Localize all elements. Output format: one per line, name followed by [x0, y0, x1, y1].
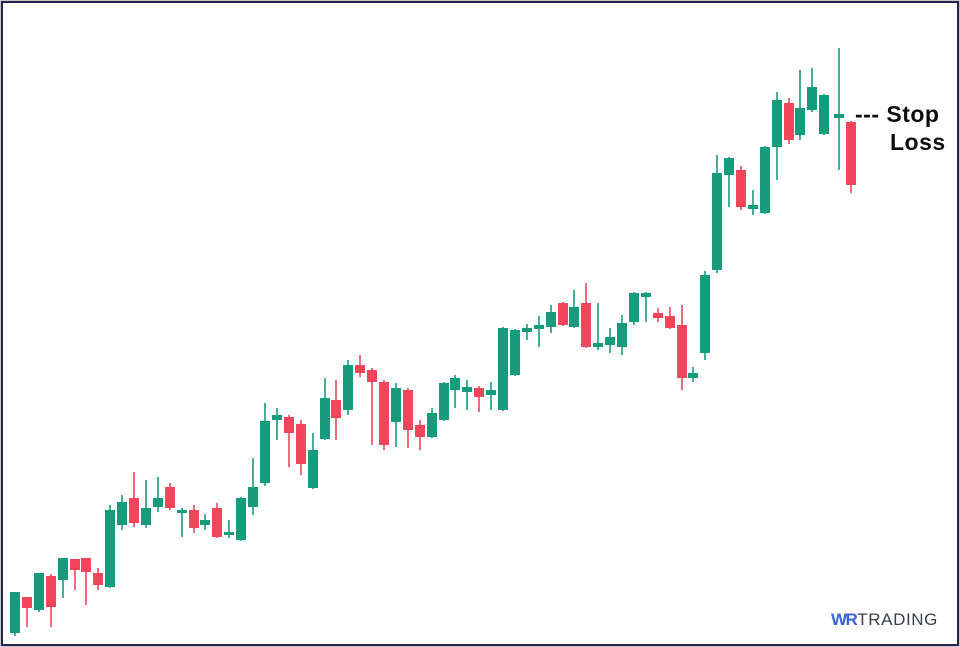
candle-37 [439, 382, 449, 421]
candle-48 [569, 290, 579, 328]
candle-71 [846, 121, 856, 193]
candle-8 [93, 568, 103, 590]
candle-7 [81, 558, 91, 605]
candle-31 [367, 368, 377, 445]
candle-1 [10, 592, 20, 636]
candle-11 [129, 472, 139, 527]
candle-3 [34, 573, 44, 612]
candle-18 [212, 503, 222, 538]
candle-28 [331, 380, 341, 440]
candle-40 [474, 386, 484, 412]
candle-5 [58, 558, 68, 598]
candle-53 [629, 292, 639, 325]
candle-35 [415, 420, 425, 450]
candle-33 [391, 383, 401, 447]
candle-47 [558, 302, 568, 326]
candle-59 [700, 271, 710, 360]
candle-42 [498, 327, 508, 411]
candle-51 [605, 328, 615, 353]
candle-62 [736, 166, 746, 210]
candle-26 [308, 433, 318, 489]
candle-15 [177, 508, 187, 537]
candle-57 [677, 305, 687, 390]
candle-44 [522, 324, 532, 340]
candle-24 [284, 415, 294, 467]
candle-32 [379, 380, 389, 450]
stop-loss-label-line1: --- Stop [855, 101, 940, 127]
candle-10 [117, 495, 127, 530]
candle-6 [70, 559, 80, 590]
candle-23 [272, 408, 282, 440]
candle-34 [403, 388, 413, 448]
wr-trading-logo: WRTRADING [831, 610, 938, 630]
candle-12 [141, 480, 151, 528]
candle-21 [248, 458, 258, 515]
candle-39 [462, 380, 472, 410]
candle-36 [427, 408, 437, 438]
candle-49 [581, 283, 591, 348]
candle-22 [260, 403, 270, 486]
candle-70 [834, 48, 844, 170]
candle-56 [665, 307, 675, 329]
candle-68 [807, 68, 817, 112]
candle-43 [510, 329, 520, 376]
candle-55 [653, 308, 663, 322]
candle-41 [486, 382, 496, 410]
candle-63 [748, 190, 758, 215]
stop-loss-label-line2: Loss [890, 129, 946, 155]
candle-2 [22, 597, 32, 627]
candle-45 [534, 316, 544, 347]
candle-25 [296, 420, 306, 475]
candle-9 [105, 505, 115, 588]
candle-50 [593, 303, 603, 350]
candle-4 [46, 574, 56, 627]
logo-trading-text: TRADING [857, 610, 938, 629]
candle-58 [688, 367, 698, 382]
candle-67 [795, 70, 805, 140]
candle-46 [546, 305, 556, 333]
logo-wr-monogram: WR [830, 610, 858, 629]
candle-17 [200, 514, 210, 530]
candle-27 [320, 378, 330, 440]
candle-66 [784, 98, 794, 144]
candle-20 [236, 497, 246, 541]
candle-54 [641, 292, 651, 322]
candle-29 [343, 360, 353, 415]
candle-60 [712, 155, 722, 273]
candle-14 [165, 483, 175, 510]
candle-13 [153, 477, 163, 512]
candle-38 [450, 375, 460, 408]
candle-19 [224, 520, 234, 538]
candle-52 [617, 315, 627, 355]
candle-69 [819, 94, 829, 135]
candle-64 [760, 146, 770, 214]
candle-65 [772, 92, 782, 180]
candle-61 [724, 157, 734, 207]
candle-30 [355, 355, 365, 377]
candle-16 [189, 505, 199, 533]
